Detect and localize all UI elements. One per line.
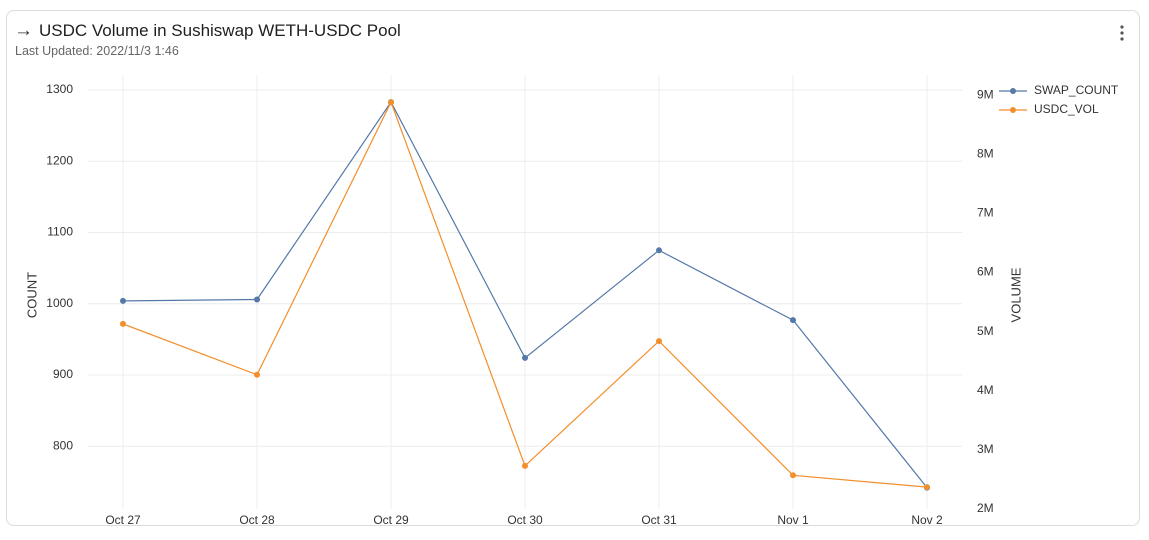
chart-title: USDC Volume in Sushiswap WETH-USDC Pool	[39, 21, 401, 40]
menu-button[interactable]	[1114, 24, 1130, 42]
chart-subtitle: Last Updated: 2022/11/3 1:46	[15, 44, 179, 58]
card	[6, 10, 1140, 526]
expand-icon[interactable]: →	[14, 20, 33, 41]
